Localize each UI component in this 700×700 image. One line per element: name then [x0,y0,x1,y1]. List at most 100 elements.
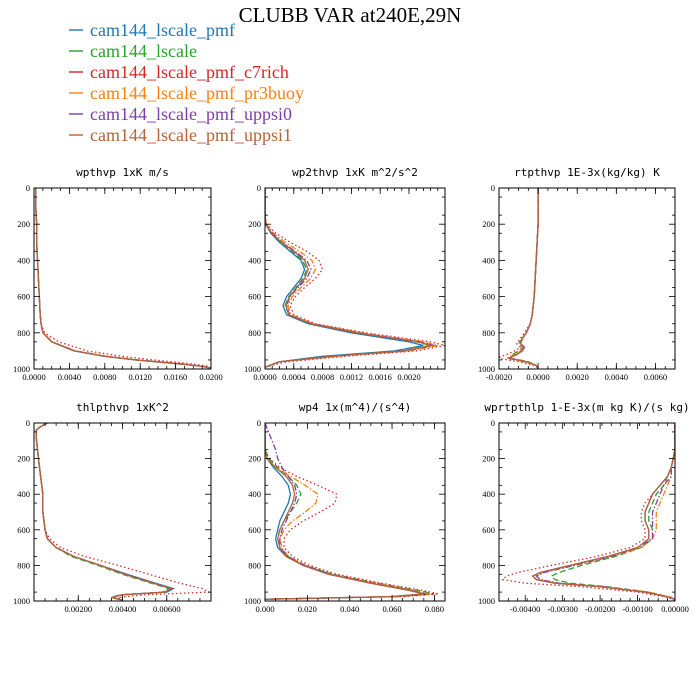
x-tick-label: -0.00300 [547,604,577,614]
y-tick-label: 400 [248,255,261,265]
series-line [35,423,173,601]
legend-entry: cam144_lscale_pmf_pr3buoy [69,83,304,103]
x-tick-label: 0.00400 [109,604,137,614]
y-tick-label: 200 [248,454,261,464]
series-line [504,188,539,369]
legend-entry: cam144_lscale_pmf_c7rich [69,62,289,82]
series-line [265,423,439,600]
x-tick-label: -0.00100 [622,604,652,614]
y-tick-label: 1000 [478,596,495,606]
legend: cam144_lscale_pmfcam144_lscalecam144_lsc… [69,20,304,145]
x-tick-label: 0.060 [382,604,401,614]
x-tick-label: 0.0200 [199,372,222,382]
y-tick-label: 600 [17,292,30,302]
x-tick-label: 0.0040 [605,372,628,382]
series-line [35,188,211,369]
legend-label: cam144_lscale_pmf_uppsi1 [90,125,292,145]
x-tick-label: 0.0000 [253,372,276,382]
series-line [35,423,173,601]
y-tick-label: 0 [26,183,30,193]
y-tick-label: 400 [17,255,30,265]
panel-title: wp4 1x(m^4)/(s^4) [299,401,412,414]
series-line [265,188,433,368]
series-line [550,423,675,601]
panel-title: wprtpthlp 1-E-3x(m kg K)/(s kg) [484,401,689,414]
y-tick-label: 1000 [244,364,261,374]
legend-entry: cam144_lscale_pmf_uppsi1 [69,125,292,145]
series-line [35,188,211,369]
y-tick-label: 200 [482,219,495,229]
x-tick-label: 0.00200 [64,604,92,614]
y-tick-label: 600 [482,292,495,302]
chart-panel: thlpthvp 1xK^2 0 200 400 600 800 1000 0.00200 0.… [13,401,212,614]
y-tick-label: 400 [248,489,261,499]
y-tick-label: 200 [17,219,30,229]
x-tick-label: -0.00200 [585,604,615,614]
axis-frame [264,422,446,602]
x-tick-label: 0.000 [255,604,274,614]
x-tick-label: -0.00400 [510,604,540,614]
y-tick-label: 1000 [244,596,261,606]
x-tick-label: 0.00600 [153,604,181,614]
legend-entry: cam144_lscale [69,41,197,61]
series-line [265,423,424,600]
y-tick-label: 1000 [478,364,495,374]
series-line [265,188,438,368]
axis-frame [498,187,676,370]
series-line [509,188,539,369]
x-tick-label: 0.0016 [369,372,392,382]
x-tick-label: 0.040 [340,604,359,614]
y-tick-label: 600 [17,525,30,535]
axis-frame [33,422,212,602]
x-tick-label: 0.0004 [282,372,306,382]
series-line [35,423,173,601]
chart-panel: rtpthvp 1E-3x(kg/kg) K 0 200 400 600 800 1000-… [478,166,676,382]
y-tick-label: 200 [248,219,261,229]
series-line [506,188,539,369]
y-tick-label: 800 [248,328,261,338]
panel-title: thlpthvp 1xK^2 [76,401,169,414]
y-tick-label: 400 [482,255,495,265]
x-tick-label: 0.020 [298,604,317,614]
series-line [35,188,211,369]
series-group [265,188,445,368]
chart-panel: wprtpthlp 1-E-3x(m kg K)/(s kg) 0 200 400 60… [478,401,690,614]
x-tick-label: 0.0160 [164,372,187,382]
x-tick-label: -0.0020 [486,372,512,382]
y-tick-label: 800 [482,328,495,338]
series-line [265,188,445,368]
series-line [506,188,539,369]
y-tick-label: 800 [17,560,30,570]
x-tick-label: 0.080 [425,604,444,614]
series-line [265,423,427,600]
y-tick-label: 400 [17,489,30,499]
x-tick-label: 0.0020 [566,372,589,382]
legend-label: cam144_lscale_pmf [90,20,235,40]
x-tick-label: 0.0080 [93,372,116,382]
x-tick-label: 0.0008 [311,372,334,382]
panel-title: wpthvp 1xK m/s [76,166,169,179]
figure-title: CLUBB VAR at240E,29N [239,3,462,27]
x-tick-label: 0.0012 [340,372,363,382]
axis-frame [498,422,676,602]
series-group [501,423,675,601]
series-line [35,423,176,601]
y-tick-label: 600 [482,525,495,535]
series-line [35,188,211,369]
y-tick-label: 1000 [13,364,30,374]
series-group [35,188,211,369]
series-line [535,423,675,601]
panel-title: rtpthvp 1E-3x(kg/kg) K [514,166,660,179]
y-tick-label: 800 [17,328,30,338]
y-tick-label: 1000 [13,596,30,606]
x-tick-label: 0.00000 [661,604,689,614]
x-tick-label: 0.0000 [526,372,549,382]
y-tick-label: 600 [248,292,261,302]
legend-label: cam144_lscale_pmf_pr3buoy [90,83,304,103]
y-tick-label: 200 [17,454,30,464]
series-line [35,188,211,369]
